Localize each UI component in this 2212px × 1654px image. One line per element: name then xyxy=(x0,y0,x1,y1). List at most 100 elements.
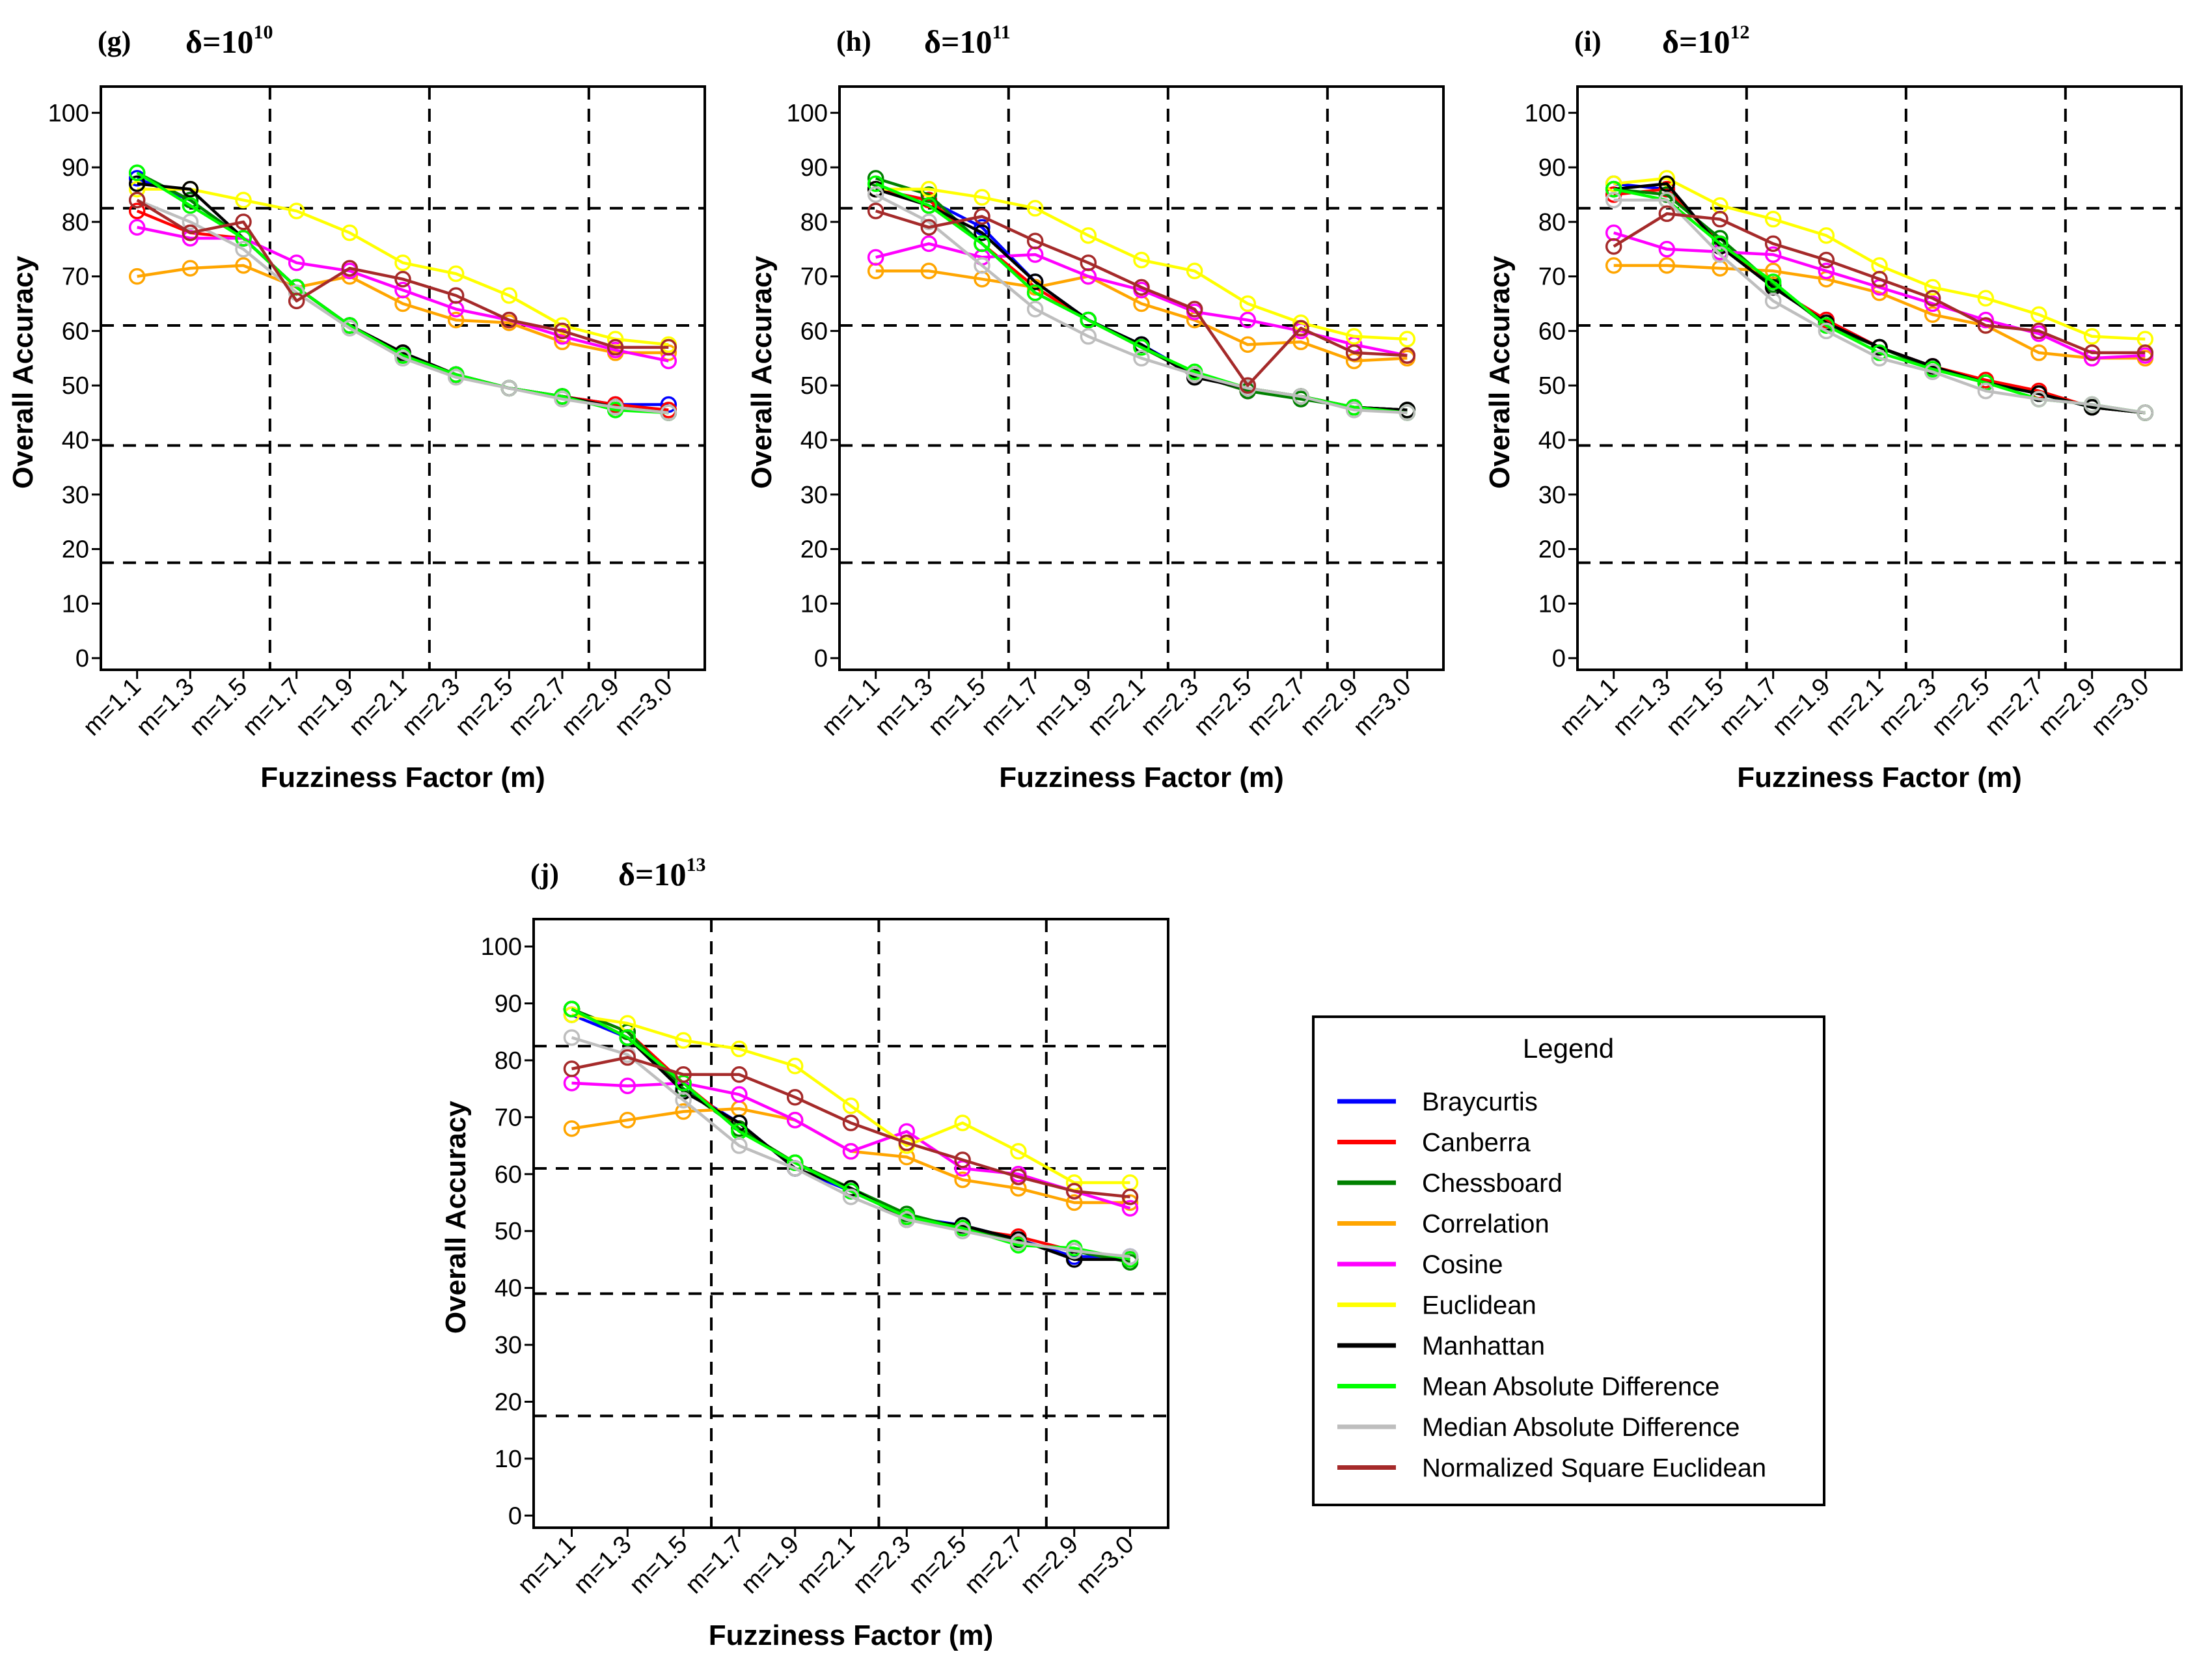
x-tick-label: m=2.9 xyxy=(556,673,625,741)
data-point xyxy=(842,1114,860,1131)
data-point xyxy=(1818,322,1835,340)
data-point xyxy=(1026,273,1044,290)
x-tick-label: m=1.1 xyxy=(817,673,885,741)
series-chessboard xyxy=(563,1000,1139,1271)
delta-exponent: 13 xyxy=(686,854,705,875)
data-point xyxy=(1345,328,1363,345)
data-point xyxy=(1605,191,1622,209)
data-point xyxy=(2137,404,2154,421)
data-point xyxy=(1292,320,1309,337)
x-tick-label: m=1.9 xyxy=(1768,673,1836,741)
data-point xyxy=(341,260,359,277)
y-tick-label: 50 xyxy=(495,1218,522,1245)
series-euclidean xyxy=(128,180,677,353)
x-tick-label: m=2.5 xyxy=(1189,673,1257,741)
data-point xyxy=(2083,350,2101,367)
data-point xyxy=(1764,292,1782,310)
x-tick-label: m=1.3 xyxy=(569,1531,637,1599)
y-tick-label: 10 xyxy=(1538,590,1566,618)
y-tick-label: 20 xyxy=(800,536,828,564)
legend-item-label: Euclidean xyxy=(1422,1291,1536,1320)
data-point xyxy=(675,1103,692,1120)
data-point xyxy=(563,1060,580,1077)
y-tick-label: 80 xyxy=(495,1047,522,1075)
y-tick-label: 100 xyxy=(787,100,828,127)
series-line xyxy=(571,1056,1130,1198)
data-point xyxy=(842,1097,860,1114)
data-point xyxy=(1658,257,1676,274)
x-tick-label: m=1.5 xyxy=(184,673,253,741)
delta-exponent: 11 xyxy=(992,21,1010,43)
y-tick-label: 20 xyxy=(1538,536,1566,564)
data-point xyxy=(731,1137,748,1154)
data-point xyxy=(563,1006,580,1023)
series-correlation xyxy=(128,257,677,361)
data-point xyxy=(1605,175,1622,192)
x-tick-label: m=2.3 xyxy=(1136,673,1204,741)
x-tick-label: m=3.0 xyxy=(610,673,678,741)
data-point xyxy=(182,260,199,277)
y-tick-label: 80 xyxy=(62,209,89,236)
series-normalized-square-euclidean xyxy=(1605,205,2154,361)
x-tick-label: m=2.5 xyxy=(903,1531,972,1599)
data-point xyxy=(1345,402,1363,419)
series-line xyxy=(875,209,1408,387)
series-normalized-square-euclidean xyxy=(128,191,677,356)
data-point xyxy=(1658,205,1676,223)
y-tick-label: 40 xyxy=(62,427,89,454)
data-point xyxy=(731,1040,748,1058)
data-point xyxy=(786,1111,804,1129)
data-point xyxy=(731,1086,748,1103)
data-point xyxy=(1133,251,1150,269)
data-point xyxy=(1186,301,1203,318)
x-tick-label: m=2.3 xyxy=(848,1531,916,1599)
data-point xyxy=(1133,338,1150,356)
series-euclidean xyxy=(1605,170,2154,348)
data-point xyxy=(1605,238,1622,255)
series-line xyxy=(1613,176,2146,341)
data-point xyxy=(786,1057,804,1075)
legend-item-label: Mean Absolute Difference xyxy=(1422,1373,1719,1401)
y-tick-label: 10 xyxy=(495,1446,522,1473)
data-point xyxy=(1764,273,1782,290)
series-mean-absolute-difference xyxy=(128,164,677,421)
data-point xyxy=(182,180,199,198)
delta-base: δ=10 xyxy=(924,23,992,60)
data-point xyxy=(954,1171,971,1189)
series-line xyxy=(1613,264,2146,360)
series-euclidean xyxy=(563,1006,1139,1191)
data-point xyxy=(1239,295,1257,312)
data-point xyxy=(867,170,884,187)
data-point xyxy=(1764,235,1782,253)
series-line xyxy=(137,264,669,355)
data-point xyxy=(1080,328,1097,345)
x-tick-label: m=2.1 xyxy=(1820,673,1889,741)
data-point xyxy=(554,333,571,350)
data-point xyxy=(1399,347,1416,364)
y-tick-label: 30 xyxy=(1538,482,1566,509)
data-point xyxy=(974,208,990,225)
y-tick-label: 60 xyxy=(800,318,828,345)
y-tick-label: 40 xyxy=(1538,427,1566,454)
series-line xyxy=(137,225,669,363)
data-point xyxy=(954,1151,971,1168)
data-point xyxy=(1818,227,1835,244)
data-point xyxy=(235,257,252,274)
data-point xyxy=(786,1160,804,1177)
delta-base: δ=10 xyxy=(185,23,253,60)
x-tick-label: m=1.3 xyxy=(870,673,938,741)
data-point xyxy=(554,317,571,334)
y-tick-label: 90 xyxy=(1538,154,1566,182)
x-tick-label: m=1.7 xyxy=(1714,673,1782,741)
x-tick-label: m=2.9 xyxy=(1295,673,1363,741)
data-point xyxy=(660,404,677,421)
y-tick-label: 30 xyxy=(495,1332,522,1359)
data-point xyxy=(554,322,571,340)
series-line xyxy=(571,1013,1130,1185)
y-axis-label: Overall Accuracy xyxy=(1484,256,1516,489)
x-tick-label: m=1.7 xyxy=(680,1531,748,1599)
data-point xyxy=(1133,350,1150,367)
data-point xyxy=(867,186,884,203)
